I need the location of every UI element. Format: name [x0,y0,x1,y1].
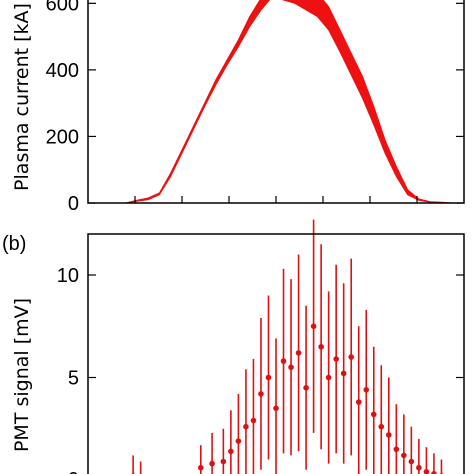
plasma-current-band [88,0,464,204]
panel-label-b: (b) [2,233,26,255]
pmt-signal-point [265,374,272,381]
pmt-signal-point [303,384,309,391]
pmt-signal-point [355,399,362,405]
pmt-signal-point [348,354,355,360]
pmt-signal-point [209,460,215,467]
pmt-signal-point [431,471,437,474]
pmt-signal-point [333,356,339,362]
pmt-signal-point [378,423,385,430]
plasma-current-frame [87,0,465,204]
pmt-signal-point [386,432,392,438]
plasma-current-area [88,0,464,204]
pmt-signal-point [363,387,370,393]
pmt-signal-point [370,411,377,418]
pmt-signal-point [250,417,257,424]
panel-plasma-current: 0 200 400 600 Plasma current [kA] [11,0,465,215]
pmt-signal-point [288,364,294,371]
pmt-signal-ytick-label: 5 [68,368,79,390]
pmt-signal-ylabel: PMT signal [mV] [11,298,33,452]
pmt-signal-ytick-label: 10 [57,265,79,287]
pmt-signal-point [273,405,279,412]
pmt-signal-point [318,343,324,350]
pmt-signal-frame [87,233,465,474]
pmt-signal-points [131,219,444,474]
pmt-signal-partial-zero-label: 0 [68,469,79,474]
plasma-current-ticks: 0 200 400 600 [46,0,464,215]
plasma-current-ytick-label: 0 [68,193,79,215]
pmt-signal-point [408,458,415,465]
plasma-current-ytick-label: 400 [46,60,79,82]
pmt-signal-ticks: 5 10 [57,265,464,390]
pmt-signal-point [295,350,302,356]
panel-pmt-signal: (b) 5 10 PMT signal [mV] 0 [2,219,465,474]
pmt-signal-point [416,464,422,471]
pmt-signal-point [340,370,347,377]
plasma-current-ytick-label: 600 [46,0,79,15]
pmt-signal-point [220,458,227,465]
pmt-signal-point [228,448,234,455]
pmt-signal-point [325,374,332,381]
plasma-current-ytick-label: 200 [46,126,79,148]
pmt-signal-point [401,452,407,459]
pmt-signal-point [393,446,400,453]
plasma-current-ylabel: Plasma current [kA] [11,3,33,191]
pmt-signal-point [243,423,249,430]
pmt-signal-point [310,323,317,330]
pmt-signal-point [423,469,430,474]
pmt-signal-point [280,358,287,364]
pmt-signal-point [235,438,242,444]
pmt-signal-point [198,464,204,471]
pmt-signal-point [258,391,264,397]
